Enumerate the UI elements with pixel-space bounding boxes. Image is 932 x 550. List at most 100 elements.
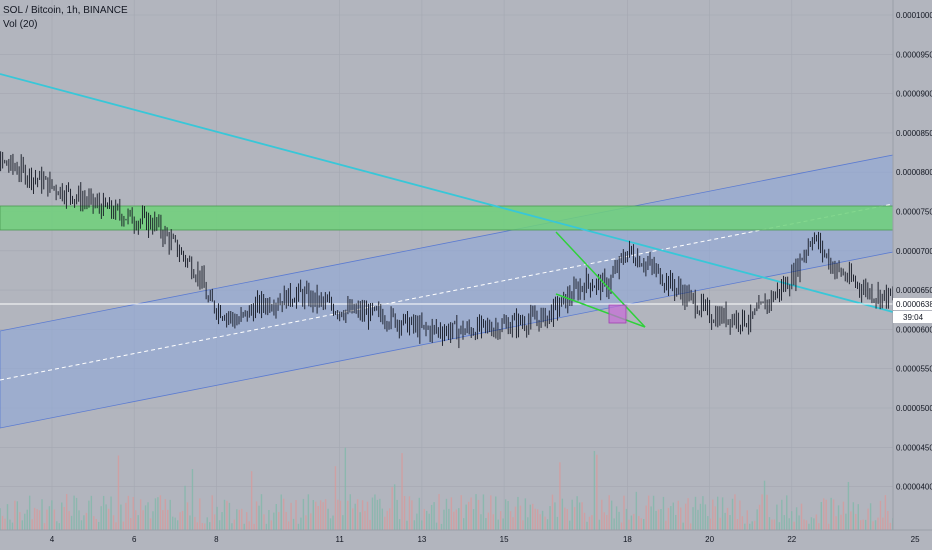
volume-bar xyxy=(0,508,1,530)
volume-bar xyxy=(78,510,80,530)
time-tick-label: 25 xyxy=(911,535,920,544)
volume-bar xyxy=(147,502,149,530)
volume-legend[interactable]: Vol (20) xyxy=(3,19,37,30)
volume-bar xyxy=(115,522,117,530)
volume-bar xyxy=(561,498,564,530)
volume-bar xyxy=(250,471,253,530)
volume-bar xyxy=(502,518,504,530)
volume-bar xyxy=(416,513,418,530)
volume-bar xyxy=(675,514,677,530)
volume-bar xyxy=(359,512,361,530)
volume-bar xyxy=(263,514,265,530)
volume-bar xyxy=(53,509,56,530)
volume-bar xyxy=(588,516,591,530)
volume-bar xyxy=(21,520,23,530)
volume-bar xyxy=(845,513,847,530)
volume-bar xyxy=(366,501,369,530)
volume-bar xyxy=(650,506,652,530)
time-tick-label: 6 xyxy=(132,535,137,544)
volume-bar xyxy=(576,496,578,530)
volume-bar xyxy=(241,508,243,530)
volume-bar xyxy=(110,496,112,530)
volume-bar xyxy=(487,512,490,530)
symbol-legend[interactable]: SOL / Bitcoin, 1h, BINANCE xyxy=(3,5,128,16)
volume-bar xyxy=(581,502,583,530)
volume-bar xyxy=(512,517,514,530)
volume-bar xyxy=(598,519,601,530)
volume-bar xyxy=(105,504,107,530)
volume-bar xyxy=(339,500,342,530)
volume-bar xyxy=(635,491,638,530)
volume-bar xyxy=(418,497,421,530)
volume-bar xyxy=(334,466,337,530)
volume-bar xyxy=(349,494,351,530)
current-price-label: 0.00006381 39:04 xyxy=(893,298,932,323)
volume-bar xyxy=(810,517,813,530)
volume-bar xyxy=(159,495,162,530)
volume-bar xyxy=(199,498,201,530)
volume-bar xyxy=(630,515,633,530)
volume-bar xyxy=(840,514,842,530)
volume-bar xyxy=(327,508,329,530)
volume-bar xyxy=(371,497,374,530)
volume-bar xyxy=(694,496,697,530)
volume-bar xyxy=(401,453,403,530)
volume-bar xyxy=(157,497,159,530)
volume-bar xyxy=(495,496,497,530)
volume-bar xyxy=(463,518,465,530)
volume-bar xyxy=(877,517,879,530)
volume-bar xyxy=(596,454,598,530)
volume-bar xyxy=(689,523,692,530)
price-axis xyxy=(893,0,932,530)
volume-bar xyxy=(56,521,58,530)
volume-bar xyxy=(248,521,250,530)
volume-bar xyxy=(209,522,211,530)
volume-bar xyxy=(342,515,344,530)
volume-bar xyxy=(517,496,519,530)
volume-bar xyxy=(46,509,48,530)
volume-bar xyxy=(591,515,593,530)
volume-bar xyxy=(83,515,85,530)
volume-bar xyxy=(179,512,181,530)
volume-bar xyxy=(38,510,41,530)
volume-bar xyxy=(721,497,724,530)
volume-bar xyxy=(174,517,176,530)
volume-bar xyxy=(142,510,144,530)
volume-bar xyxy=(379,498,381,530)
time-tick-label: 11 xyxy=(336,535,345,544)
volume-bar xyxy=(825,499,827,530)
volume-bar xyxy=(58,523,60,530)
volume-bar xyxy=(218,520,221,530)
volume-bar xyxy=(63,507,65,530)
volume-bar xyxy=(564,507,566,530)
volume-bar xyxy=(231,523,233,530)
volume-bar xyxy=(522,520,524,530)
volume-bar xyxy=(753,520,756,530)
volume-bar xyxy=(670,506,672,530)
volume-bar xyxy=(869,503,872,530)
volume-bar xyxy=(709,518,711,530)
candle-countdown: 39:04 xyxy=(903,313,924,322)
volume-bar xyxy=(519,505,522,530)
volume-bar xyxy=(820,501,822,530)
volume-bar xyxy=(443,509,445,530)
volume-bar xyxy=(167,509,169,530)
volume-bar xyxy=(213,514,216,530)
volume-bar xyxy=(827,523,830,530)
volume-bar xyxy=(467,501,470,530)
volume-bar xyxy=(268,510,270,530)
volume-bar xyxy=(480,514,482,530)
volume-bar xyxy=(48,506,51,530)
volume-bar xyxy=(485,518,487,530)
volume-bar xyxy=(393,484,396,530)
volume-bar xyxy=(744,523,746,530)
volume-bar xyxy=(238,509,240,530)
volume-bar xyxy=(847,481,850,530)
